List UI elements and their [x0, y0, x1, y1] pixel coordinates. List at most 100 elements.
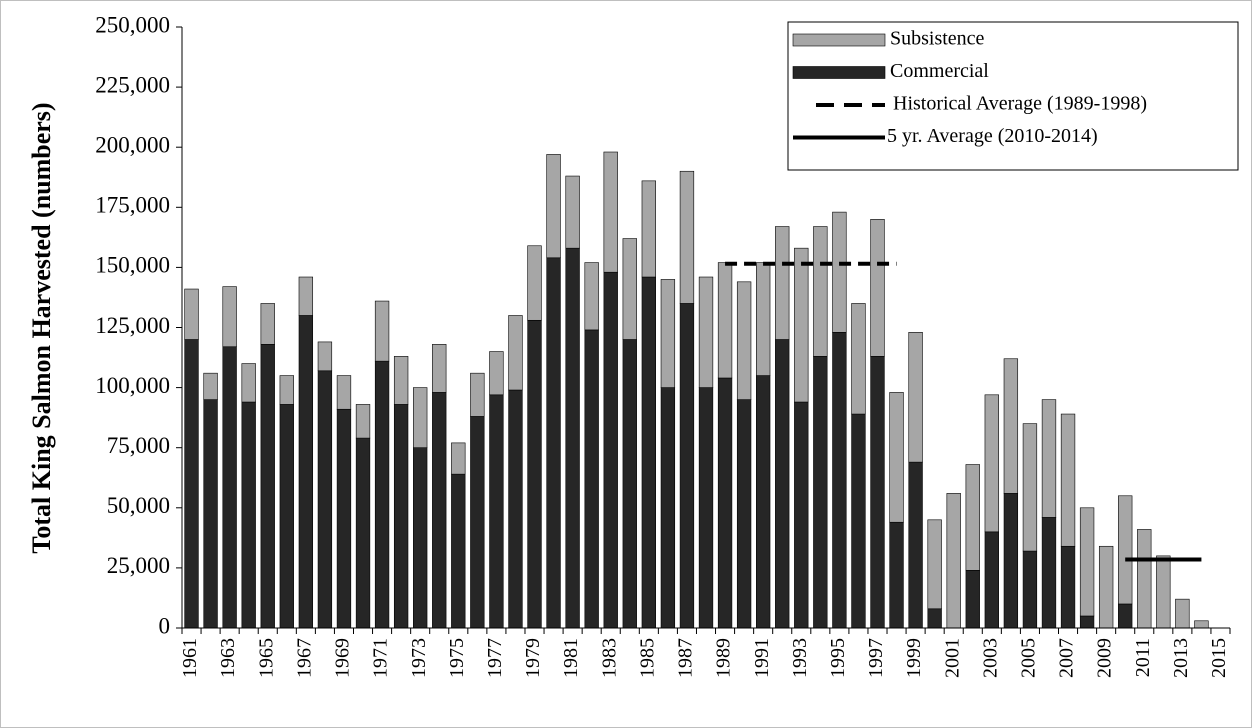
bar-segment [946, 493, 961, 629]
y-tick-label: 125,000 [95, 313, 170, 338]
y-tick-label: 25,000 [107, 553, 170, 578]
bar-segment [660, 279, 676, 388]
bar-segment [1041, 399, 1057, 518]
bar-segment [565, 247, 580, 629]
bar-segment [717, 262, 733, 379]
bar-segment [622, 238, 637, 340]
bar-segment [203, 372, 218, 400]
bar-segment [1118, 603, 1133, 629]
bar-segment [184, 288, 199, 340]
bar-segment [641, 180, 656, 278]
bar-segment [374, 360, 390, 629]
bar-segment [413, 447, 428, 629]
x-tick-label: 1967 [293, 638, 315, 678]
y-tick-label: 0 [159, 613, 171, 638]
bar-segment [298, 315, 314, 629]
x-tick-label: 1991 [751, 638, 773, 678]
bar-segment [698, 276, 714, 388]
bar-segment [298, 276, 314, 316]
bar-segment [241, 401, 256, 629]
bar-segment [1137, 529, 1152, 629]
bar-segment [984, 394, 999, 533]
bar-segment [927, 519, 942, 610]
x-tick-label: 2003 [979, 638, 1001, 678]
y-tick-label: 50,000 [107, 493, 170, 518]
bar-segment [660, 387, 676, 629]
bar-segment [717, 377, 733, 629]
legend-label: Subsistence [890, 28, 985, 50]
bar-segment [851, 303, 866, 415]
bar-segment [470, 416, 485, 629]
y-tick-label: 75,000 [107, 433, 170, 458]
x-tick-label: 1961 [179, 638, 201, 678]
bar-segment [336, 408, 352, 629]
bar-segment [813, 356, 828, 629]
x-tick-label: 1969 [332, 638, 354, 678]
bar-segment [756, 375, 771, 629]
bar-segment [1041, 517, 1057, 629]
bar-segment [1118, 495, 1133, 605]
x-tick-label: 1995 [827, 638, 849, 678]
bar-segment [432, 344, 447, 393]
bar-segment [851, 413, 866, 629]
bar-segment [794, 247, 809, 403]
bar-segment [413, 387, 428, 449]
bar-segment [698, 387, 714, 629]
bar-segment [1079, 615, 1095, 629]
y-tick-label: 200,000 [95, 132, 170, 157]
legend-swatch [792, 33, 886, 47]
bar-segment [279, 404, 294, 629]
x-tick-label: 2011 [1132, 638, 1154, 677]
bar-segment [527, 245, 542, 321]
x-tick-label: 1979 [522, 638, 544, 678]
bar-segment [679, 170, 695, 304]
bar-segment [1060, 413, 1076, 547]
bar-segment [432, 392, 447, 629]
bar-segment [508, 315, 523, 391]
bar-segment [374, 300, 390, 362]
y-tick-label: 175,000 [95, 193, 170, 218]
bar-segment [355, 437, 371, 629]
bar-segment [1022, 423, 1038, 552]
bar-segment [584, 329, 599, 629]
y-axis-label: Total King Salmon Harvested (numbers) [27, 102, 56, 553]
bar-segment [203, 399, 218, 629]
bar-segment [965, 570, 980, 629]
bar-segment [584, 262, 599, 331]
bar-segment [451, 442, 466, 475]
bar-segment [889, 392, 904, 523]
bar-segment [813, 226, 828, 357]
x-tick-label: 1975 [446, 638, 468, 678]
bar-segment [679, 303, 695, 629]
bar-segment [1098, 545, 1114, 629]
bar-segment [241, 363, 256, 403]
bar-segment [1060, 545, 1076, 629]
x-tick-label: 1999 [903, 638, 925, 678]
bar-segment [451, 473, 466, 629]
x-tick-label: 1971 [370, 638, 392, 678]
bar-segment [756, 262, 771, 376]
x-tick-label: 2009 [1094, 638, 1116, 678]
y-tick-label: 100,000 [95, 373, 170, 398]
bar-segment [279, 375, 294, 405]
legend-label: Commercial [890, 60, 989, 82]
bar-segment [1194, 620, 1209, 629]
x-tick-label: 1973 [408, 638, 430, 678]
bar-segment [184, 339, 199, 629]
y-tick-label: 250,000 [95, 12, 170, 37]
bar-segment [393, 404, 409, 629]
bar-segment [870, 219, 885, 357]
x-tick-label: 1997 [865, 638, 887, 678]
x-tick-label: 2013 [1170, 638, 1192, 678]
y-tick-label: 150,000 [95, 253, 170, 278]
bar-segment [1175, 598, 1190, 629]
bar-segment [1003, 493, 1019, 629]
bar-segment [1156, 555, 1171, 629]
x-tick-label: 2007 [1056, 638, 1078, 678]
bar-segment [603, 271, 618, 629]
bar-segment [775, 339, 790, 629]
bar-segment [736, 281, 752, 400]
legend-swatch [792, 66, 886, 79]
bar-segment [1079, 507, 1095, 617]
